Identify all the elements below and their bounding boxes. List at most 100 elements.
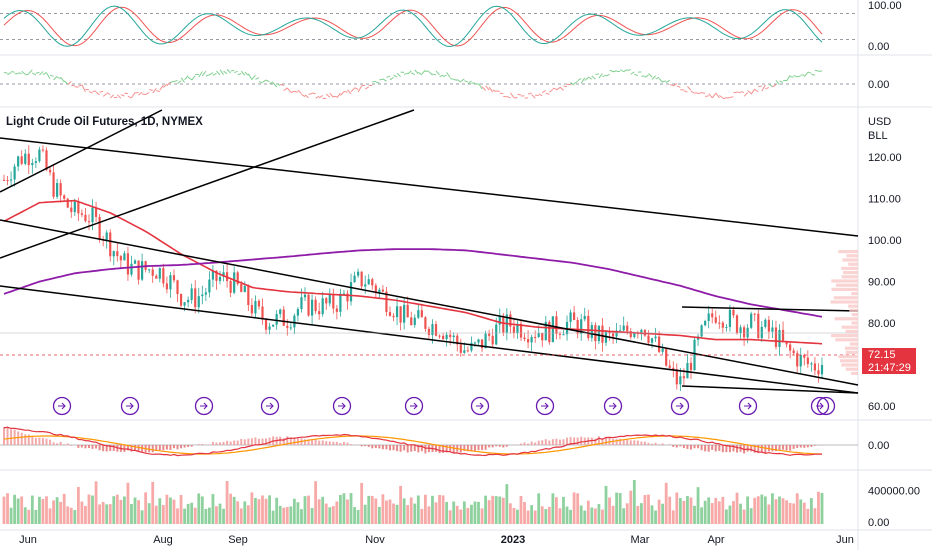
candle-body bbox=[27, 153, 30, 166]
macd-histogram-bar bbox=[31, 436, 34, 445]
candle-body bbox=[534, 336, 537, 338]
oscillator-segment bbox=[488, 86, 494, 93]
macd-histogram-bar bbox=[261, 438, 264, 445]
oscillator-segment bbox=[669, 84, 674, 86]
oscillator-segment bbox=[605, 73, 610, 77]
volume-bar bbox=[207, 507, 211, 524]
macd-histogram-bar bbox=[604, 436, 607, 445]
oscillator-segment bbox=[492, 89, 497, 93]
volume-bar bbox=[728, 505, 732, 524]
time-tick-label: Mar bbox=[631, 534, 650, 546]
candle-body bbox=[194, 288, 197, 308]
oscillator-segment bbox=[106, 92, 111, 95]
candle-body bbox=[622, 325, 625, 331]
macd-histogram-bar bbox=[247, 438, 250, 445]
volume-bar bbox=[91, 495, 94, 524]
volume-bar bbox=[179, 494, 183, 524]
candle-body bbox=[739, 327, 742, 334]
macd-histogram-bar bbox=[778, 445, 781, 451]
candle-body bbox=[608, 332, 611, 334]
oscillator-segment bbox=[439, 74, 444, 77]
macd-histogram-bar bbox=[10, 429, 13, 445]
macd-histogram-bar bbox=[328, 441, 331, 445]
candle-body bbox=[480, 339, 484, 349]
macd-histogram-bar bbox=[573, 437, 576, 445]
macd-histogram-bar bbox=[466, 445, 469, 452]
trendline-support bbox=[681, 385, 859, 394]
oscillator-segment bbox=[538, 93, 543, 97]
volume-bar bbox=[579, 505, 583, 524]
candle-body bbox=[201, 294, 204, 297]
candle-body bbox=[760, 326, 763, 339]
macd-histogram-bar bbox=[527, 443, 530, 445]
oscillator-segment bbox=[357, 85, 363, 93]
macd-histogram-bar bbox=[622, 439, 625, 445]
candle-body bbox=[335, 308, 338, 312]
candle-body bbox=[548, 321, 551, 343]
macd-histogram-bar bbox=[601, 438, 604, 445]
macd-histogram-bar bbox=[435, 445, 438, 452]
volume-profile-bar bbox=[841, 266, 858, 270]
volume-bar bbox=[753, 497, 757, 524]
candle-body bbox=[456, 335, 459, 345]
macd-histogram-bar bbox=[498, 445, 501, 447]
oscillator-segment bbox=[386, 75, 391, 78]
candle-body bbox=[187, 299, 190, 303]
volume-bar bbox=[618, 493, 622, 524]
volume-bar bbox=[328, 507, 332, 524]
volume-bar bbox=[193, 507, 197, 524]
volume-bar bbox=[27, 509, 31, 524]
trendline-lower-channel bbox=[0, 285, 859, 394]
macd-histogram-bar bbox=[183, 445, 186, 448]
oscillator-segment bbox=[503, 95, 507, 98]
macd-histogram-bar bbox=[332, 441, 335, 445]
oscillator-segment bbox=[481, 86, 486, 91]
volume-bar bbox=[678, 498, 682, 524]
volume-profile-bar bbox=[845, 350, 858, 354]
volume-bar bbox=[38, 496, 41, 524]
price-tick-label: 80.00 bbox=[868, 318, 896, 330]
macd-histogram-bar bbox=[243, 439, 246, 445]
volume-bar bbox=[494, 496, 498, 524]
oscillator-segment bbox=[750, 88, 756, 95]
candle-body bbox=[803, 354, 806, 358]
oscillator-segment bbox=[389, 76, 394, 81]
macd-histogram-bar bbox=[647, 442, 650, 445]
candle-body bbox=[406, 304, 409, 318]
oscillator-segment bbox=[28, 69, 33, 74]
volume-profile-bar bbox=[835, 283, 858, 287]
macd-histogram-bar bbox=[155, 445, 158, 452]
volume-bar bbox=[6, 493, 9, 524]
volume-bar bbox=[470, 504, 473, 524]
volume-bar bbox=[512, 507, 516, 524]
trendline-upper-channel bbox=[0, 137, 859, 237]
volume-bar bbox=[402, 498, 406, 524]
macd-histogram-bar bbox=[417, 445, 420, 453]
macd-histogram-bar bbox=[633, 440, 636, 445]
oscillator-segment bbox=[588, 76, 593, 80]
macd-histogram-bar bbox=[130, 445, 133, 452]
macd-histogram-bar bbox=[626, 439, 629, 445]
oscillator-segment bbox=[552, 87, 557, 90]
volume-bar bbox=[746, 496, 750, 524]
volume-bar bbox=[501, 497, 505, 524]
candle-body bbox=[473, 342, 477, 344]
oscillator-segment bbox=[262, 79, 267, 83]
candle-body bbox=[796, 353, 799, 367]
volume-profile-bar bbox=[841, 363, 858, 367]
price-tick-label: 60.00 bbox=[868, 401, 896, 413]
macd-histogram-bar bbox=[782, 445, 785, 450]
volume-bar bbox=[636, 505, 640, 524]
candle-body bbox=[424, 317, 427, 329]
candle-body bbox=[714, 317, 717, 323]
volume-bar bbox=[632, 480, 636, 524]
macd-histogram-bar bbox=[704, 445, 707, 452]
oscillator-segment bbox=[280, 83, 284, 86]
oscillator-segment bbox=[56, 76, 61, 79]
time-tick-label: Sep bbox=[228, 534, 248, 546]
oscillator-segment bbox=[648, 73, 653, 78]
volume-bar bbox=[385, 500, 388, 524]
volume-bar bbox=[257, 499, 261, 524]
oscillator-segment bbox=[354, 87, 359, 90]
